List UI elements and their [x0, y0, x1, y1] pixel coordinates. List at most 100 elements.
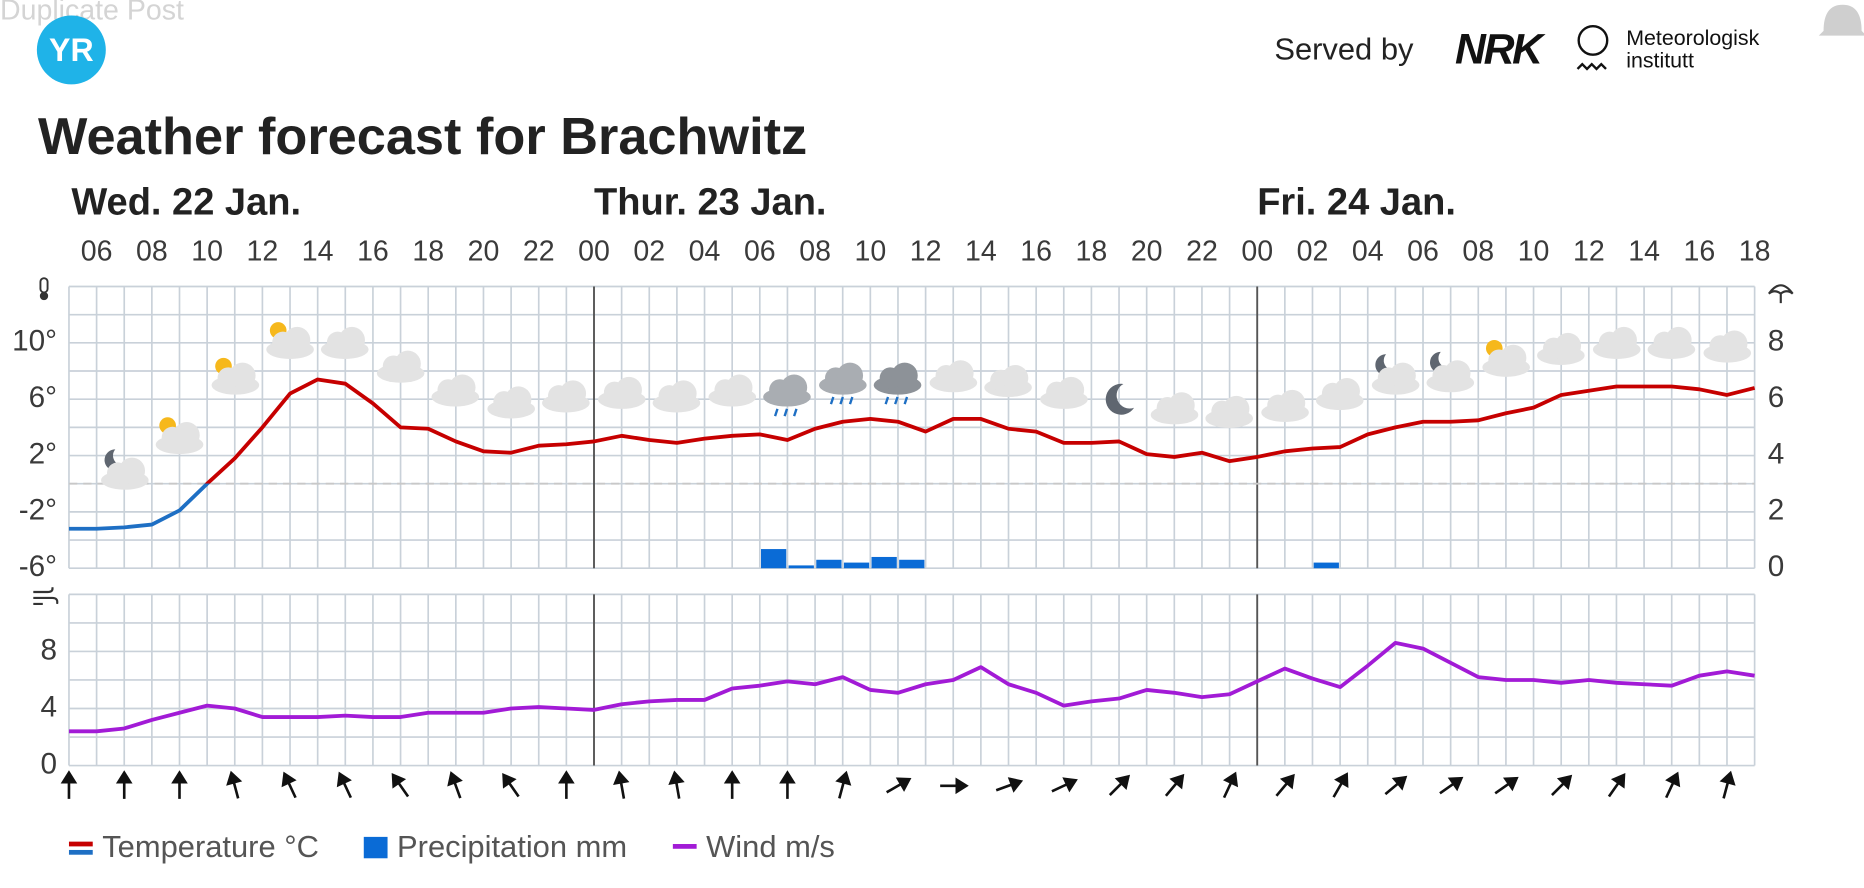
legend-swatch — [68, 841, 93, 847]
wind-arrow — [1164, 773, 1185, 797]
wind-arrow — [171, 770, 188, 799]
y-tick-label: -2° — [19, 494, 57, 527]
rain — [884, 396, 909, 405]
weather-icon — [1261, 389, 1309, 423]
weather-icon — [708, 374, 757, 407]
cloud — [1333, 378, 1360, 405]
y2-tick-label: 2 — [1768, 494, 1785, 527]
y-tick-label: 6° — [29, 381, 57, 414]
x-tick-label: 16 — [1683, 236, 1715, 268]
y-tick-label: 0 — [41, 747, 58, 780]
y2-tick-label: 4 — [1768, 437, 1785, 470]
met-name: institutt — [1626, 48, 1694, 72]
x-tick-label: 20 — [1131, 236, 1163, 268]
met-name: Meteorologisk — [1626, 26, 1759, 50]
cloud — [505, 386, 532, 413]
temperature-line — [68, 377, 1756, 531]
weather-icon — [211, 357, 260, 395]
weather-icon — [101, 449, 149, 490]
precip-bar — [788, 565, 814, 569]
arrow-shape — [115, 770, 133, 799]
wind-arrow — [613, 770, 630, 799]
legend-label: Precipitation mm — [397, 829, 627, 864]
arrow-shape — [1607, 773, 1626, 798]
cloud — [891, 362, 918, 389]
arrow-shape — [1551, 774, 1573, 796]
wind-arrow — [281, 771, 297, 799]
x-tick-label: 20 — [468, 236, 500, 268]
precip-bar — [1313, 562, 1339, 569]
x-tick-label: 16 — [357, 236, 389, 268]
weather-icon — [984, 364, 1032, 398]
wind-arrow — [1551, 774, 1573, 796]
wind-arrow — [391, 773, 410, 798]
weather-icon — [1537, 332, 1585, 365]
wind-arrow — [558, 770, 575, 799]
weather-icon — [597, 376, 646, 409]
weather-icon — [1105, 383, 1135, 415]
wind-icon — [33, 586, 59, 605]
weather-icon — [1703, 330, 1752, 363]
arrow-shape — [1665, 771, 1681, 799]
cloud — [1500, 344, 1527, 371]
legend-label: Temperature °C — [102, 829, 319, 864]
arrow-shape — [779, 770, 796, 799]
arrow-shape — [1332, 772, 1349, 798]
y2-tick-label: 8 — [1768, 325, 1785, 358]
legend-swatch — [363, 836, 388, 859]
weather-icon — [1482, 339, 1530, 377]
arrow-shape — [723, 770, 741, 799]
cloud — [1223, 395, 1250, 423]
weather-icon — [652, 380, 701, 413]
arrow-shape — [1494, 776, 1519, 795]
wind-arrow — [940, 777, 969, 795]
x-tick-label: 16 — [1020, 236, 1052, 268]
yr-logo[interactable] — [36, 15, 106, 85]
precip-bar — [760, 549, 787, 569]
wind-arrow — [1384, 775, 1408, 796]
precip-bar — [843, 562, 870, 569]
wind-arrow — [723, 770, 741, 799]
arrow-shape — [885, 777, 912, 794]
y-tick-label: -6° — [19, 550, 57, 583]
cloud — [394, 350, 421, 377]
precip-bar — [816, 559, 842, 569]
cloud — [449, 374, 476, 401]
cloud — [1554, 332, 1582, 360]
cloud — [947, 360, 974, 387]
nrk-logo[interactable]: NRK — [1455, 26, 1548, 74]
weather-icon — [320, 326, 369, 360]
cloud — [173, 422, 200, 449]
bell-icon[interactable] — [1818, 4, 1864, 36]
wind-arrow — [226, 770, 243, 799]
arrow-shape — [171, 770, 188, 799]
weather-icon — [266, 322, 314, 360]
x-tick-label: 10 — [1518, 236, 1550, 268]
arrow-shape — [1051, 777, 1078, 793]
x-tick-label: 04 — [1352, 236, 1384, 268]
cloud — [559, 380, 587, 407]
x-tick-label: 02 — [633, 236, 665, 268]
wind-arrow — [447, 771, 463, 799]
y-tick-label: 8 — [41, 633, 58, 666]
x-tick-label: 18 — [1076, 236, 1108, 268]
x-tick-label: 12 — [1573, 236, 1605, 268]
cloud — [1389, 362, 1416, 389]
wind-arrow — [1665, 771, 1681, 799]
wind-arrow — [885, 777, 912, 794]
cloud — [338, 326, 365, 354]
cloud — [229, 362, 256, 389]
cloud — [1444, 360, 1471, 387]
y-tick-label: 10° — [12, 325, 57, 358]
wind-arrow — [1494, 776, 1519, 795]
cloud — [1058, 376, 1085, 403]
arrow-shape — [336, 771, 353, 799]
yr-logo-text: YR — [49, 32, 94, 68]
thermometer-icon — [39, 277, 49, 301]
arrow-shape — [1275, 773, 1295, 797]
arrow-shape — [835, 770, 852, 799]
x-tick-label: 22 — [523, 236, 555, 268]
arrow-shape — [281, 771, 297, 799]
weather-icon — [431, 374, 480, 407]
arrow-shape — [1222, 771, 1239, 799]
